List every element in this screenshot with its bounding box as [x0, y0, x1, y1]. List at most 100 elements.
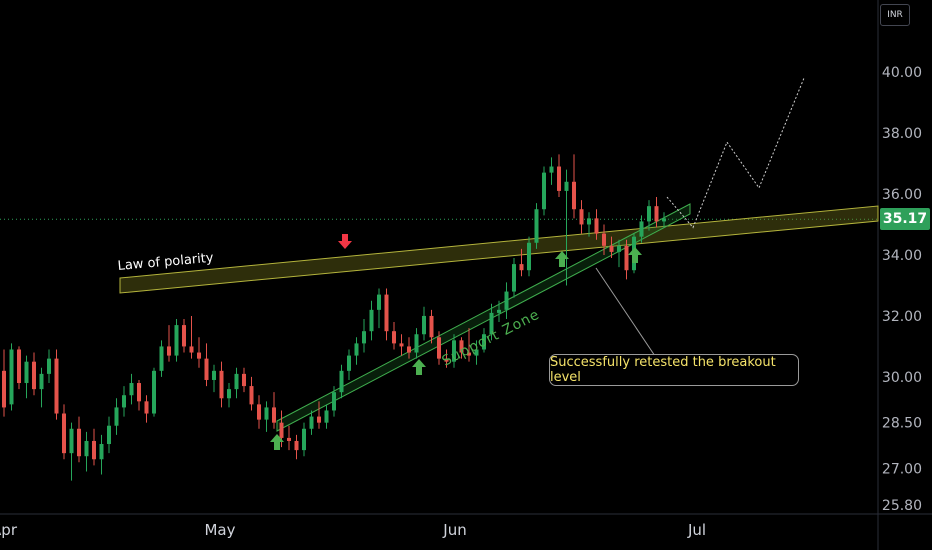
candle	[219, 361, 224, 408]
candle	[564, 169, 569, 286]
candle	[557, 154, 561, 198]
candle	[107, 416, 111, 454]
y-tick-label: 28.50	[882, 416, 922, 432]
candle-body	[572, 181, 576, 210]
candle	[47, 349, 51, 384]
green-up-arrow-icon	[412, 359, 426, 375]
current-price-label: 35.17	[880, 208, 930, 231]
candle-body	[167, 346, 171, 356]
x-tick-label: May	[204, 521, 235, 539]
candle	[69, 422, 74, 481]
candle-body	[99, 444, 104, 460]
currency-badge[interactable]: INR	[880, 4, 910, 26]
candle	[542, 166, 546, 216]
candle-body	[122, 395, 126, 408]
candle	[242, 367, 246, 393]
candle-body	[69, 428, 74, 454]
candle	[272, 392, 276, 429]
candle-body	[429, 315, 434, 338]
candle	[354, 337, 359, 365]
candle	[579, 200, 584, 234]
candle	[317, 401, 321, 429]
candle	[294, 434, 299, 460]
candle-body	[407, 346, 411, 353]
candle	[324, 404, 329, 429]
y-tick-label: 38.00	[882, 126, 922, 142]
red-down-arrow-icon	[338, 234, 352, 249]
candle	[99, 434, 104, 475]
candle-body	[287, 437, 291, 441]
candle-body	[662, 218, 666, 222]
candle-body	[437, 337, 441, 359]
y-tick-label: 40.00	[882, 65, 922, 81]
candle-body	[9, 349, 14, 405]
candle	[624, 239, 629, 280]
candle-body	[639, 221, 644, 237]
candle-body	[227, 389, 231, 399]
candle	[2, 349, 6, 417]
candle	[399, 334, 404, 356]
candle-body	[474, 349, 479, 356]
candle	[152, 367, 156, 417]
candle-body	[519, 264, 524, 271]
candle-body	[219, 370, 224, 399]
candle-body	[152, 370, 156, 414]
candle-body	[279, 422, 284, 438]
y-tick-label: 25.80	[882, 498, 922, 514]
candle	[407, 337, 411, 359]
candle-body	[324, 410, 329, 423]
candle-body	[399, 343, 404, 347]
candle-body	[317, 416, 321, 423]
candles-group	[2, 154, 666, 481]
candle	[662, 212, 666, 228]
candle	[482, 328, 486, 353]
candle	[369, 300, 374, 341]
candle-body	[204, 358, 209, 380]
candle-body	[542, 172, 546, 210]
candle	[594, 209, 599, 240]
candle	[647, 200, 651, 231]
candle	[92, 428, 96, 466]
candle	[429, 309, 434, 344]
candle-body	[654, 206, 659, 222]
candle-body	[159, 346, 164, 371]
candle-body	[422, 315, 426, 335]
candle-body	[249, 386, 254, 405]
candle-body	[587, 218, 591, 225]
candle-body	[482, 334, 486, 350]
candle	[497, 300, 501, 323]
candle-body	[362, 331, 366, 344]
candle-body	[444, 358, 449, 362]
candle-body	[302, 428, 306, 451]
x-tick-label: Jun	[442, 521, 466, 539]
candle	[392, 322, 396, 350]
candle	[377, 288, 381, 329]
candle	[474, 340, 479, 365]
candle	[204, 343, 209, 387]
candle-body	[512, 264, 516, 292]
candle	[549, 157, 554, 185]
candle-body	[242, 373, 246, 387]
candle	[572, 154, 576, 219]
candle	[189, 315, 194, 359]
candle	[362, 318, 366, 353]
candle-body	[47, 358, 51, 374]
candle-body	[24, 361, 29, 384]
candle-body	[189, 346, 194, 353]
candle-body	[339, 370, 344, 393]
candle-body	[129, 383, 134, 396]
candle	[512, 258, 516, 298]
candle	[159, 340, 164, 377]
candle	[489, 303, 494, 341]
candle	[32, 352, 36, 396]
candle	[257, 395, 261, 429]
candle-body	[579, 209, 584, 225]
candle-body	[174, 325, 179, 356]
candle-body	[414, 334, 419, 353]
price-axis: 40.00 38.00 36.00 34.00 32.00 30.00 28.50 27.00…	[882, 65, 922, 514]
candle-body	[77, 428, 81, 457]
candle-body	[92, 440, 96, 460]
candle	[174, 318, 179, 362]
candle	[639, 215, 644, 243]
